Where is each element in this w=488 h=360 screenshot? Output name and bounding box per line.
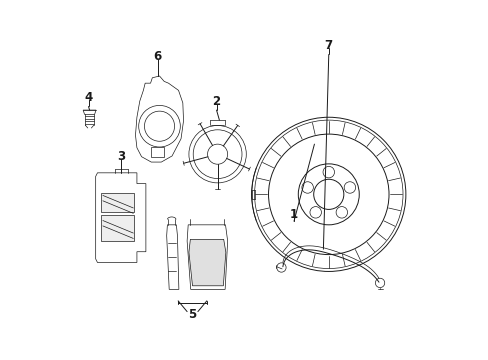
Text: 6: 6 <box>153 50 162 63</box>
Polygon shape <box>187 225 227 289</box>
Polygon shape <box>166 225 179 289</box>
Polygon shape <box>83 110 96 114</box>
Polygon shape <box>151 147 164 157</box>
Text: 3: 3 <box>117 150 124 163</box>
Polygon shape <box>101 215 134 241</box>
Text: 5: 5 <box>188 308 196 321</box>
Circle shape <box>207 144 227 164</box>
Circle shape <box>139 105 180 147</box>
Polygon shape <box>101 193 134 212</box>
Text: 2: 2 <box>212 95 220 108</box>
Text: 4: 4 <box>84 91 92 104</box>
Text: 1: 1 <box>289 208 298 221</box>
Text: 7: 7 <box>324 39 332 52</box>
Polygon shape <box>96 173 145 262</box>
Circle shape <box>188 126 246 183</box>
Polygon shape <box>188 239 225 286</box>
Polygon shape <box>135 76 183 162</box>
